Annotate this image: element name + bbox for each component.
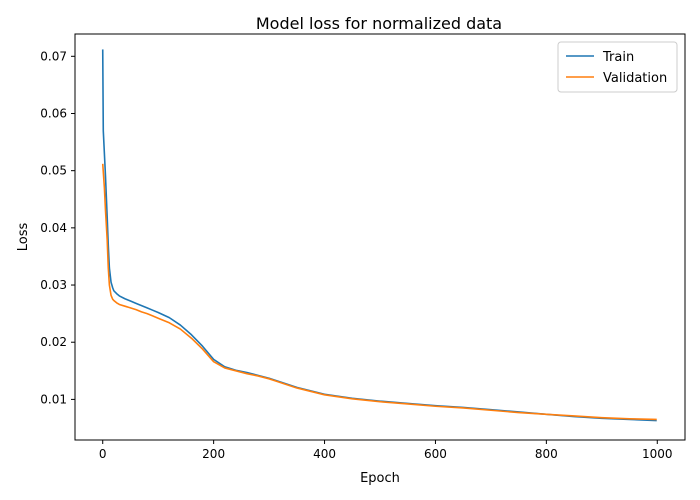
plot-area-frame	[74, 33, 686, 441]
x-axis-label: Epoch	[360, 471, 400, 486]
legend: Train Validation	[557, 41, 678, 93]
x-tick-label: 200	[202, 447, 225, 461]
y-tick-label: 0.01	[40, 392, 67, 406]
y-tick-label: 0.05	[40, 164, 67, 178]
y-tick-label: 0.03	[40, 278, 67, 292]
x-tick-label: 400	[313, 447, 336, 461]
x-tick-label: 800	[535, 447, 558, 461]
series-line-train	[101, 49, 657, 422]
y-tick-label: 0.06	[40, 106, 67, 120]
legend-box	[557, 41, 678, 93]
y-axis-label: Loss	[16, 223, 31, 252]
y-axis: 0.01 0.02 0.03 0.04 0.05 0.06 0.07	[40, 49, 75, 406]
x-tick-label: 0	[99, 447, 107, 461]
x-tick-label: 600	[424, 447, 447, 461]
legend-label-train: Train	[602, 50, 634, 65]
x-tick-label: 1000	[642, 447, 673, 461]
chart-title: Model loss for normalized data	[256, 14, 502, 33]
x-axis: 0 200 400 600 800 1000	[99, 440, 673, 461]
y-tick-label: 0.07	[40, 49, 67, 63]
legend-label-validation: Validation	[603, 71, 667, 86]
y-tick-label: 0.04	[40, 221, 67, 235]
y-tick-label: 0.02	[40, 335, 67, 349]
series-line-validation	[101, 163, 657, 421]
